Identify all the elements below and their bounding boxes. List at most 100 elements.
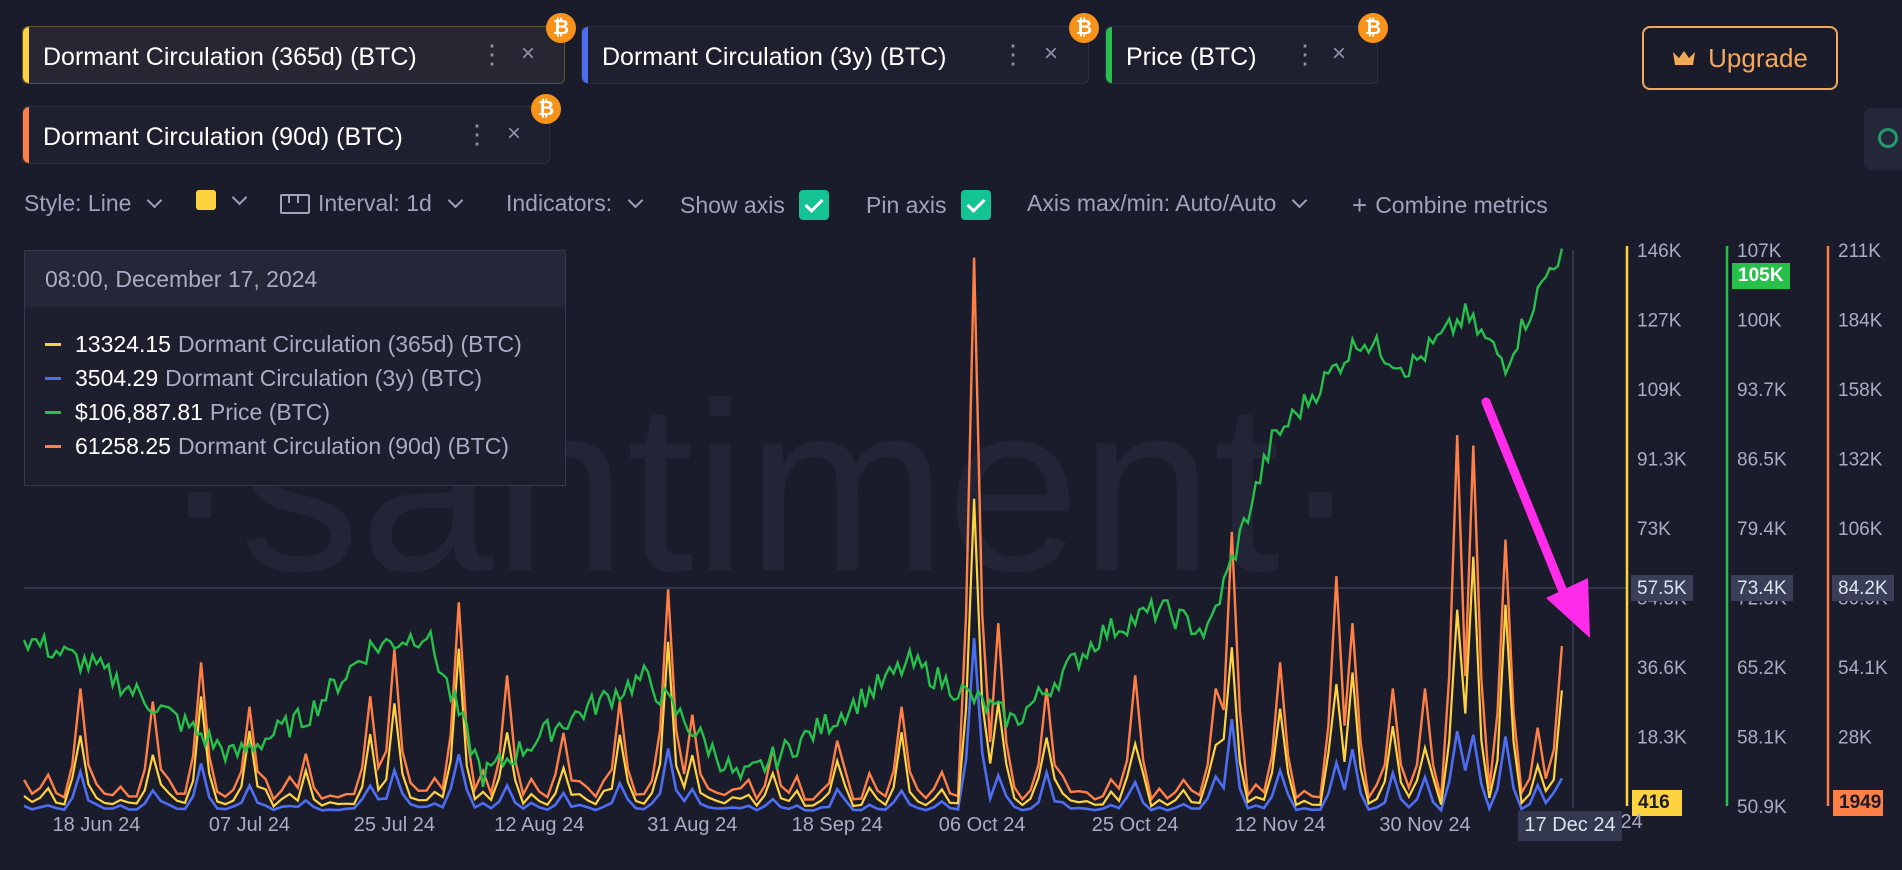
tooltip-row: 61258.25 Dormant Circulation (90d) (BTC) <box>45 433 509 460</box>
tooltip-metric: Dormant Circulation (365d) (BTC) <box>177 331 522 357</box>
x-hover-marker <box>1518 811 1622 841</box>
tooltip-value: 3504.29 <box>75 365 159 391</box>
axis-tick-label: 158K <box>1838 380 1883 401</box>
show-axis-label: Show axis <box>680 191 785 218</box>
circle-indicator-icon <box>1878 128 1898 148</box>
more-vertical-icon[interactable]: ⋮ <box>1292 39 1318 69</box>
more-vertical-icon[interactable]: ⋮ <box>1000 39 1026 69</box>
more-vertical-icon[interactable]: ⋮ <box>464 119 490 149</box>
more-vertical-icon[interactable]: ⋮ <box>479 39 505 69</box>
combine-metrics-button[interactable]: + Combine metrics <box>1352 190 1548 221</box>
axis-maxmin-label: Axis max/min: Auto/Auto <box>1027 190 1277 216</box>
axis-hover-label: 73.4K <box>1737 578 1787 599</box>
close-icon[interactable]: × <box>507 120 522 147</box>
x-hover-label: 17 Dec 24 <box>1524 814 1615 836</box>
axis-tick-label: 106K <box>1838 519 1883 540</box>
tooltip-row: 13324.15 Dormant Circulation (365d) (BTC) <box>45 331 522 358</box>
interval-select[interactable]: Interval: 1d <box>280 190 467 217</box>
checkbox-checked-icon[interactable] <box>798 190 829 220</box>
pin-axis-toggle[interactable]: Pin axis <box>866 190 991 220</box>
metric-chip-price[interactable]: Price (BTC) ⋮ × <box>1105 26 1378 84</box>
axis-tick-label: 132K <box>1838 450 1883 471</box>
axis-tick-label: 107K <box>1737 241 1782 262</box>
axis-current-label: 416 <box>1638 792 1670 813</box>
axis-tick-label: 36.6K <box>1637 658 1687 679</box>
series-dormant-90d <box>22 257 1564 803</box>
metric-chip-dormant-3y[interactable]: Dormant Circulation (3y) (BTC) ⋮ × <box>581 26 1089 84</box>
legend-swatch <box>45 411 61 414</box>
tooltip-value: 61258.25 <box>75 433 171 459</box>
x-tick-label: 12 Nov 24 <box>1234 814 1325 836</box>
axis-hover-label: 84.2K <box>1838 578 1888 599</box>
axis-tick-label: 109K <box>1637 380 1682 401</box>
axis-tick-label: 28K <box>1838 728 1872 749</box>
axis-maxmin-select[interactable]: Axis max/min: Auto/Auto <box>1027 190 1311 217</box>
tooltip-metric: Price (BTC) <box>209 399 331 425</box>
tooltip-metric: Dormant Circulation (3y) (BTC) <box>165 365 483 391</box>
axis-tick-label: 100K <box>1737 311 1782 332</box>
indicators-select[interactable]: Indicators: <box>506 190 647 217</box>
x-tick-label: 31 Aug 24 <box>647 814 737 836</box>
axis-hover-marker <box>1631 575 1693 601</box>
axis-layer: 146K127K109K91.3K73K54.8K36.6K18.3K57.5K… <box>1625 241 1894 818</box>
bitcoin-icon: ₿ <box>546 13 576 43</box>
tooltip-value: $106,887.81 <box>75 399 203 425</box>
checkbox-checked-icon[interactable] <box>960 190 991 220</box>
metric-label: Price (BTC) <box>1126 43 1257 71</box>
axis-current-marker <box>1632 790 1682 816</box>
tooltip-row: 3504.29 Dormant Circulation (3y) (BTC) <box>45 365 482 392</box>
axis-tick-label: 73K <box>1637 519 1671 540</box>
upgrade-label: Upgrade <box>1708 42 1808 73</box>
tooltip-value: 13324.15 <box>75 331 171 357</box>
axis-tick-label: 58.1K <box>1737 728 1787 749</box>
metric-label: Dormant Circulation (365d) (BTC) <box>43 43 417 71</box>
metric-color-bar <box>1106 27 1112 83</box>
upgrade-button[interactable]: Upgrade <box>1642 26 1838 90</box>
hover-tooltip: 08:00, December 17, 2024 13324.15 Dormant… <box>24 250 566 486</box>
crown-icon <box>1673 51 1696 65</box>
x-tick-label: 06 Oct 24 <box>939 814 1026 836</box>
metric-label: Dormant Circulation (90d) (BTC) <box>43 123 403 151</box>
x-tick-label: 25 Oct 24 <box>1092 814 1179 836</box>
close-icon[interactable]: × <box>521 40 536 67</box>
axis-tick-label: 146K <box>1637 241 1682 262</box>
close-icon[interactable]: × <box>1332 40 1347 67</box>
interval-label: Interval: 1d <box>318 190 432 216</box>
tooltip-date: 08:00, December 17, 2024 <box>25 251 565 307</box>
tooltip-metric: Dormant Circulation (90d) (BTC) <box>177 433 509 459</box>
series-dormant-3y <box>23 638 1564 813</box>
close-icon[interactable]: × <box>1044 40 1059 67</box>
style-label: Style: Line <box>24 190 132 216</box>
x-tick-label: 25 Jul 24 <box>354 814 435 836</box>
x-tick-label: 12 Aug 24 <box>494 814 584 836</box>
axis-tick-label: 79.4K <box>1737 519 1787 540</box>
metric-color-bar <box>23 27 29 83</box>
x-tick-label: 18 Jun 24 <box>53 814 141 836</box>
metric-chip-dormant-90d[interactable]: Dormant Circulation (90d) (BTC) ⋮ × <box>22 106 550 164</box>
x-tick-label: 07 Jul 24 <box>209 814 290 836</box>
series-dormant-365d <box>23 498 1563 809</box>
axis-current-label: 105K <box>1738 265 1784 286</box>
show-axis-toggle[interactable]: Show axis <box>680 190 829 220</box>
metric-color-bar <box>582 27 588 83</box>
axis-hover-marker <box>1731 575 1793 601</box>
axis-tick-label: 65.2K <box>1737 658 1787 679</box>
tooltip-row: $106,887.81 Price (BTC) <box>45 399 330 426</box>
axis-hover-marker <box>1832 575 1894 601</box>
bitcoin-icon: ₿ <box>1069 13 1099 43</box>
axis-current-label: 1949 <box>1839 792 1881 813</box>
metric-chip-dormant-365d[interactable]: Dormant Circulation (365d) (BTC) ⋮ × <box>22 26 565 84</box>
bitcoin-icon: ₿ <box>1358 13 1388 43</box>
color-select[interactable] <box>196 189 251 210</box>
axis-tick-label: 86.5K <box>1737 450 1787 471</box>
color-swatch <box>196 190 216 210</box>
style-select[interactable]: Style: Line <box>24 190 166 217</box>
axis-current-marker <box>1732 263 1790 289</box>
metric-label: Dormant Circulation (3y) (BTC) <box>602 43 947 71</box>
pin-axis-label: Pin axis <box>866 191 947 218</box>
series-price <box>22 248 1564 787</box>
side-panel-toggle[interactable] <box>1864 108 1902 170</box>
axis-hover-label: 57.5K <box>1637 578 1687 599</box>
